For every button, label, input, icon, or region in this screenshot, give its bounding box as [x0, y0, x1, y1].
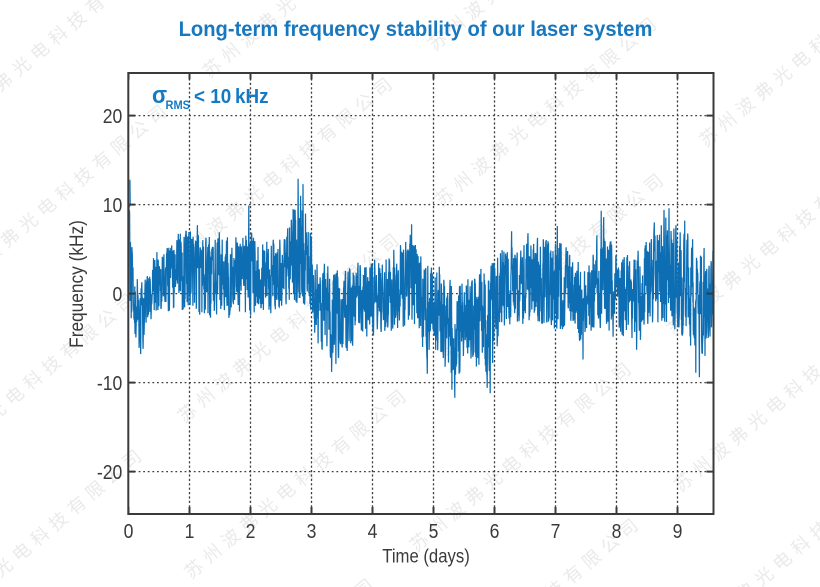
svg-text:0: 0	[113, 283, 123, 305]
svg-text:Long-term frequency stability: Long-term frequency stability of our las…	[179, 18, 653, 41]
svg-text:0: 0	[124, 520, 134, 542]
svg-text:5: 5	[429, 520, 439, 542]
svg-text:8: 8	[612, 520, 622, 542]
svg-text:Time (days): Time (days)	[382, 546, 470, 567]
svg-text:4: 4	[368, 520, 378, 542]
svg-text:-20: -20	[97, 461, 122, 483]
svg-text:7: 7	[551, 520, 561, 542]
svg-text:10: 10	[103, 194, 123, 216]
svg-text:1: 1	[185, 520, 195, 542]
svg-text:σ: σ	[152, 81, 167, 108]
svg-text:RMS: RMS	[166, 100, 191, 112]
svg-text:9: 9	[673, 520, 683, 542]
svg-text:20: 20	[103, 105, 123, 127]
svg-text:2: 2	[246, 520, 256, 542]
svg-text:3: 3	[307, 520, 317, 542]
svg-text:< 10 kHz: < 10 kHz	[194, 85, 269, 108]
svg-text:-10: -10	[97, 372, 122, 394]
svg-text:Frequency (kHz): Frequency (kHz)	[66, 220, 87, 348]
svg-text:6: 6	[490, 520, 500, 542]
